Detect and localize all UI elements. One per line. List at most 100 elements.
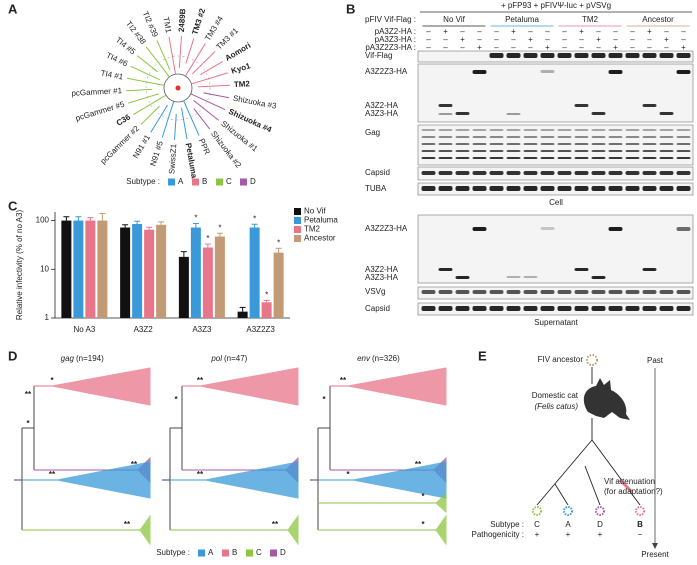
group-label: No Vif [443,15,465,24]
band [472,171,487,175]
band [489,171,504,175]
virus-icon [635,506,645,516]
plasmid-sign: – [681,35,686,44]
tree-branch [184,43,206,77]
plasmid-sign: – [647,43,652,52]
band [455,276,470,279]
plasmid-sign: + [477,43,482,52]
band [625,171,640,175]
band [591,276,606,279]
tree-branch [554,483,569,506]
band [557,129,572,131]
plasmid-sign: – [596,27,601,36]
tree-branch [168,36,177,75]
band [574,53,589,58]
band [489,53,504,58]
tip-subtype: C [534,520,540,529]
band [557,306,572,311]
leaf-label: 2489B [177,8,188,32]
band [540,171,555,175]
band [557,186,572,191]
significance: * [50,376,54,385]
band [608,129,623,131]
bar [156,224,167,318]
tree-branch [193,100,220,121]
legend-label: Petaluma [304,216,338,225]
legend-label: D [280,548,286,557]
vif-label: pFIV Vif-Flag : [365,15,416,24]
legend-swatch [270,549,277,557]
band [540,53,555,58]
band [659,186,674,191]
bar [73,220,84,318]
plasmid-sign: + [511,27,516,36]
band [625,157,640,159]
clade [139,514,151,546]
plasmid-sign: + [613,43,618,52]
band [421,129,436,131]
band [523,157,538,159]
tree-count: (n=326) [372,354,400,363]
blot [417,302,694,316]
band [540,306,555,311]
blot-label: A3Z2-HA [365,101,399,110]
band [523,171,538,175]
band [676,157,691,159]
band [540,150,555,152]
row-label: Subtype : [490,520,524,529]
x-tick-label: No A3 [73,325,95,334]
band [659,53,674,58]
group-label: TM2 [582,15,599,24]
band [557,157,572,159]
band [676,227,691,231]
band [557,150,572,152]
legend-swatch [168,178,175,186]
tree-branch [178,36,182,69]
band [608,227,623,231]
significance: * [277,238,280,247]
band [659,143,674,145]
plasmid-sign: + [579,27,584,36]
virus-icon [563,506,573,516]
tip-pathogenicity: + [566,530,571,539]
band [574,290,589,294]
band [591,306,606,311]
legend-label: C [256,548,262,557]
significance: ** [197,470,204,479]
root-dot [175,85,181,91]
band [625,53,640,58]
band [472,227,487,231]
band [625,186,640,191]
plasmid-sign: + [681,43,686,52]
significance: ** [197,376,204,385]
band [659,157,674,159]
plasmid-sign: – [613,27,618,36]
clade [199,367,299,406]
plasmid-sign: – [647,35,652,44]
plasmid-sign: – [630,35,635,44]
bar [202,247,213,318]
x-tick-label: A3Z2 [134,325,154,334]
virus-icon [532,506,542,516]
band [455,136,470,138]
band [421,157,436,159]
panel-label: D [8,348,17,363]
tree-branch [161,101,175,138]
panel-label: A [8,1,18,16]
band [676,171,691,175]
band [574,171,589,175]
band [608,290,623,294]
plasmid-sign: – [630,43,635,52]
band [540,129,555,131]
bar [85,220,96,318]
tip-subtype: B [637,520,643,529]
band [421,136,436,138]
clade [287,514,299,546]
band [659,306,674,311]
band [438,136,453,138]
band [642,143,657,145]
band [642,53,657,58]
blot-label: TUBA [365,184,387,193]
band [506,186,521,191]
bar [132,224,143,318]
